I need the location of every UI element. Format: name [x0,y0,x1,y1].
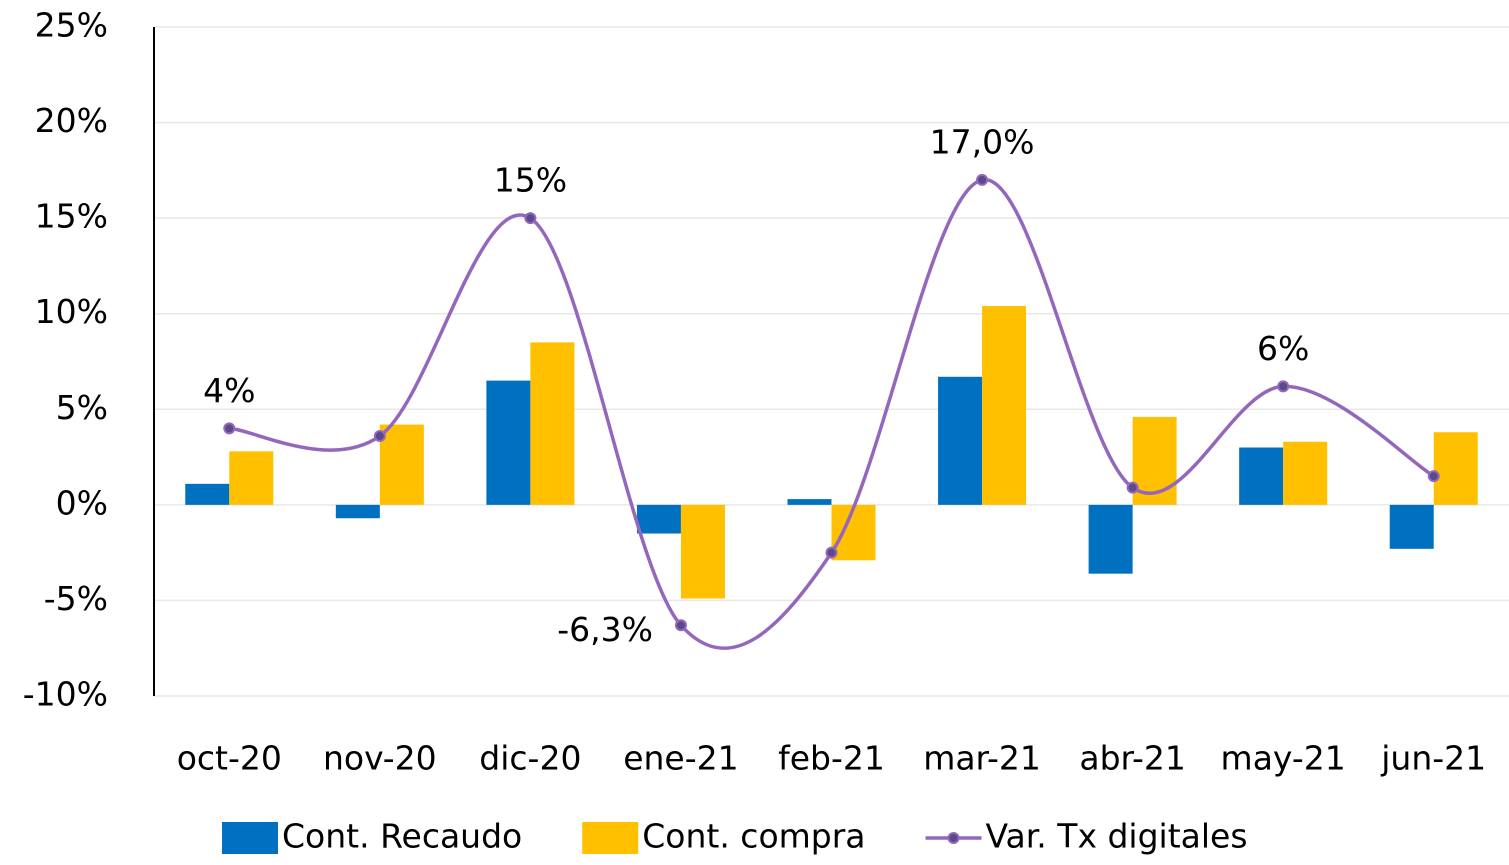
bar [1283,441,1328,505]
data-label: 17,0% [930,122,1035,161]
bar [530,342,575,505]
marker [524,212,537,225]
bar [1389,504,1434,549]
y-tick-label: 15% [35,197,108,236]
marker [223,422,236,435]
marker [674,619,687,632]
legend-label: Cont. Recaudo [282,817,522,856]
legend-label: Var. Tx digitales [986,817,1248,856]
bar [1088,504,1133,574]
bar [229,451,274,505]
bar [185,483,230,505]
bar [1433,432,1478,505]
x-tick-label: jun-21 [1380,739,1486,778]
marker [1277,380,1290,393]
marker [825,546,838,559]
legend-swatch [947,832,960,844]
legend-swatch [582,822,639,854]
bar [636,504,681,534]
bar [1239,447,1284,505]
x-tick-label: nov-20 [323,739,437,778]
line [229,178,1435,650]
data-label: 6% [1257,329,1309,368]
bar [486,380,531,505]
y-tick-label: 5% [56,388,108,427]
data-label: -6,3% [557,610,653,649]
y-tick-label: -5% [44,579,108,618]
bar [335,504,380,519]
marker [1427,470,1440,483]
marker [373,430,386,443]
bar [831,504,876,561]
x-tick-label: may-21 [1221,739,1346,778]
y-tick-label: 25% [35,6,108,45]
x-tick-label: ene-21 [623,739,738,778]
x-tick-label: abr-21 [1079,739,1186,778]
bar [680,504,725,599]
marker [976,173,989,186]
legend-label: Cont. compra [642,817,865,856]
y-tick-label: 0% [56,483,108,522]
data-label: 15% [494,161,567,200]
x-tick-label: feb-21 [778,739,885,778]
y-tick-label: 20% [35,101,108,140]
y-tick-label: 10% [35,292,108,331]
bar [787,499,832,505]
bar [379,424,424,505]
legend-swatch [222,822,278,854]
marker [1126,481,1139,494]
bar [938,376,983,505]
x-tick-label: mar-21 [923,739,1041,778]
data-label: 4% [203,371,255,410]
x-tick-label: dic-20 [479,739,581,778]
x-tick-label: oct-20 [177,739,282,778]
y-tick-label: -10% [23,675,108,714]
bar [982,306,1027,505]
